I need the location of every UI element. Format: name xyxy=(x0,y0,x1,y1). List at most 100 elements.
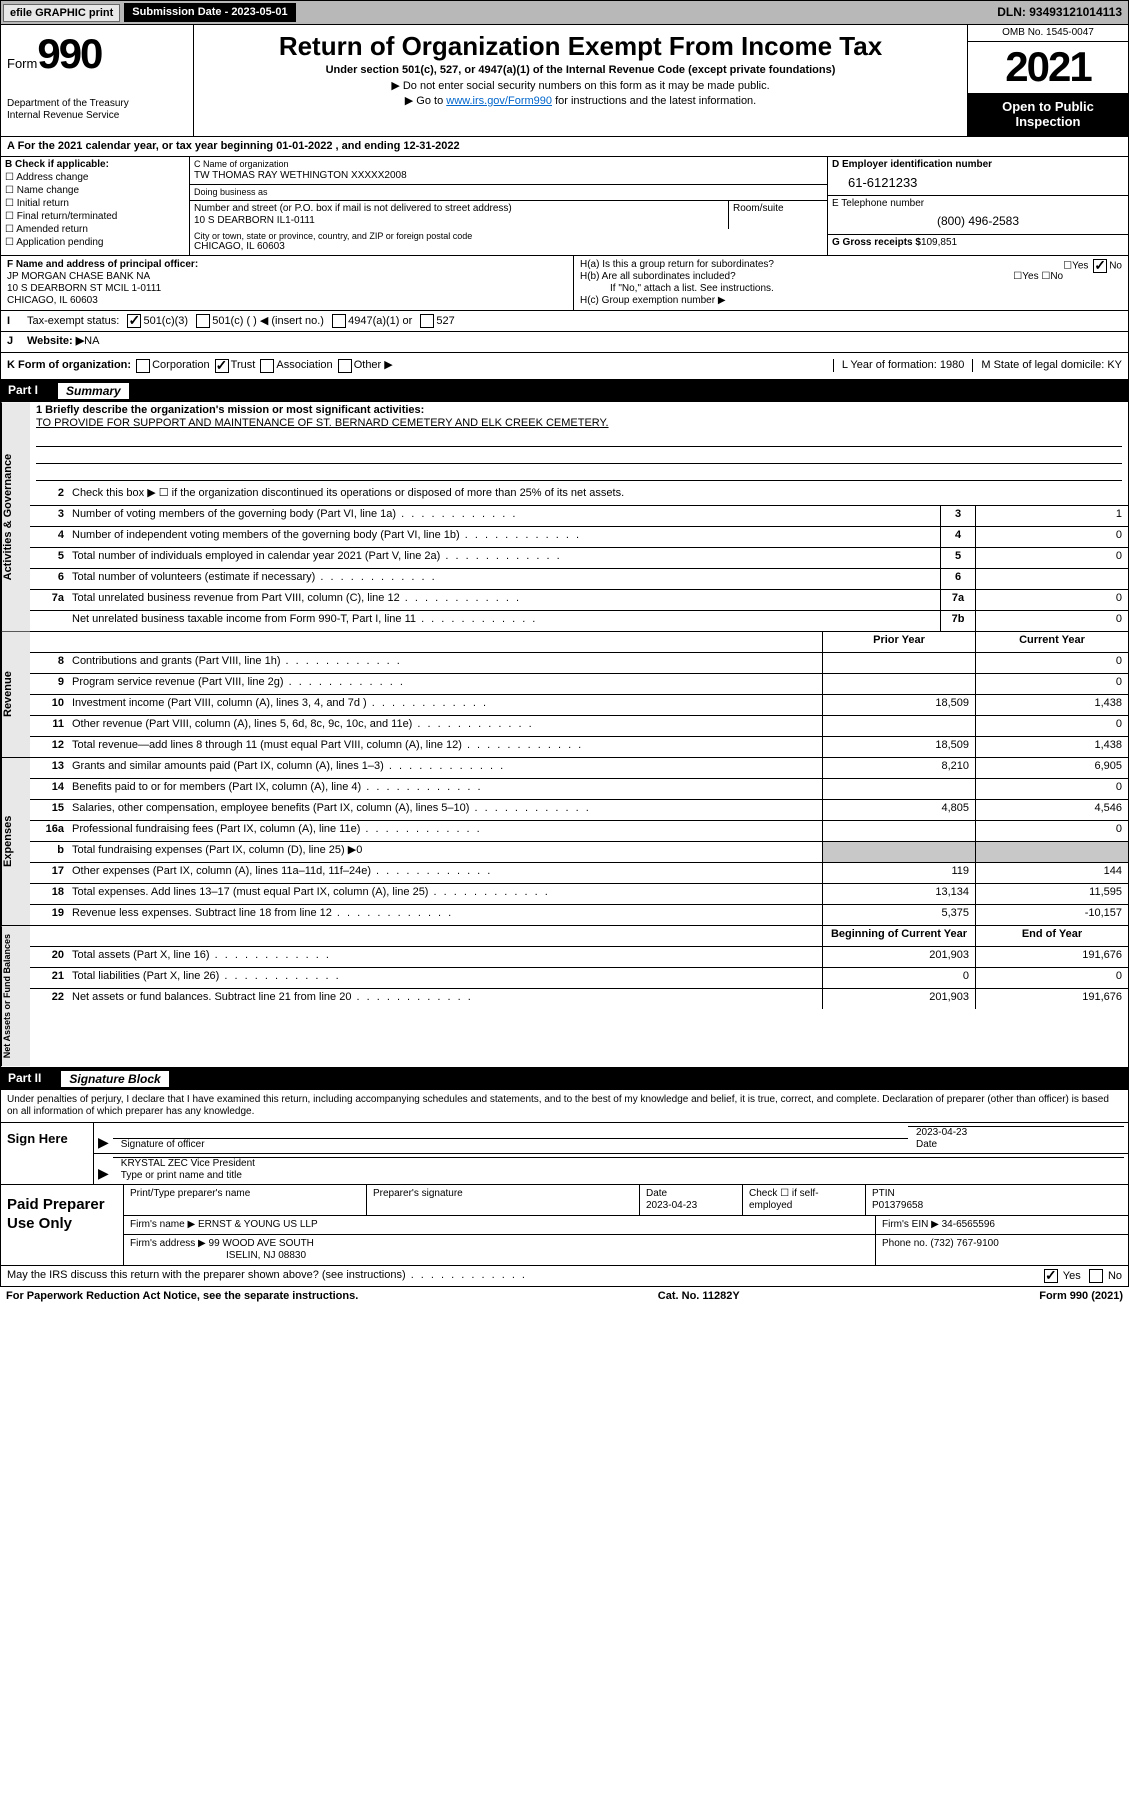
paid-preparer: Paid Preparer Use Only Print/Type prepar… xyxy=(0,1185,1129,1266)
hb-line: H(b) Are all subordinates included? ☐Yes… xyxy=(580,271,1122,283)
city-label: City or town, state or province, country… xyxy=(194,231,823,242)
gov-row: Net unrelated business taxable income fr… xyxy=(30,611,1128,631)
ck-4947[interactable] xyxy=(332,314,346,328)
form-990-page: efile GRAPHIC print Submission Date - 20… xyxy=(0,0,1129,1306)
tab-net: Net Assets or Fund Balances xyxy=(1,926,30,1066)
year-formation: L Year of formation: 1980 xyxy=(833,359,965,372)
footer: For Paperwork Reduction Act Notice, see … xyxy=(0,1287,1129,1306)
city: CHICAGO, IL 60603 xyxy=(194,241,823,253)
discuss-line: May the IRS discuss this return with the… xyxy=(0,1266,1129,1287)
part2-header: Part IISignature Block xyxy=(0,1068,1129,1090)
ck-other[interactable] xyxy=(338,359,352,373)
irs-link[interactable]: www.irs.gov/Form990 xyxy=(446,95,552,107)
phone-value: (800) 496-2583 xyxy=(832,210,1124,232)
firm-name: ERNST & YOUNG US LLP xyxy=(198,1219,318,1230)
prep-row2: Firm's name ▶ ERNST & YOUNG US LLP Firm'… xyxy=(124,1216,1128,1235)
dln: DLN: 93493121014113 xyxy=(997,5,1126,19)
rev-row: 9Program service revenue (Part VIII, lin… xyxy=(30,674,1128,695)
form-ref: Form 990 (2021) xyxy=(1039,1290,1123,1303)
rev-row: 11Other revenue (Part VIII, column (A), … xyxy=(30,716,1128,737)
ck-address-change[interactable]: ☐ Address change xyxy=(5,172,185,184)
arrow-icon: ▶ xyxy=(98,1165,109,1182)
gov-row: 5Total number of individuals employed in… xyxy=(30,548,1128,569)
gross-value: 109,851 xyxy=(921,237,957,248)
ck-501c3[interactable] xyxy=(127,314,141,328)
ck-final-return[interactable]: ☐ Final return/terminated xyxy=(5,211,185,223)
officer-name: KRYSTAL ZEC Vice President xyxy=(121,1158,1116,1170)
room-label: Room/suite xyxy=(733,203,823,215)
gov-row: 4Number of independent voting members of… xyxy=(30,527,1128,548)
officer-info: JP MORGAN CHASE BANK NA 10 S DEARBORN ST… xyxy=(7,271,567,307)
summary-expenses: Expenses 13Grants and similar amounts pa… xyxy=(0,758,1129,926)
ha-no-check[interactable] xyxy=(1093,259,1107,273)
form-title: Return of Organization Exempt From Incom… xyxy=(202,31,959,62)
firm-addr: 99 WOOD AVE SOUTH xyxy=(209,1238,314,1249)
firm-phone: (732) 767-9100 xyxy=(930,1238,998,1249)
net-row: 20Total assets (Part X, line 16)201,9031… xyxy=(30,947,1128,968)
ck-initial-return[interactable]: ☐ Initial return xyxy=(5,198,185,210)
arrow-icon: ▶ xyxy=(98,1134,109,1151)
gov-row: 2Check this box ▶ ☐ if the organization … xyxy=(30,485,1128,506)
line-j: JWebsite: ▶ NA xyxy=(0,332,1129,352)
section-bcd: B Check if applicable: ☐ Address change … xyxy=(0,157,1129,256)
gov-row: 7aTotal unrelated business revenue from … xyxy=(30,590,1128,611)
goto-note: ▶ Go to www.irs.gov/Form990 for instruct… xyxy=(202,95,959,108)
exp-row: 16aProfessional fundraising fees (Part I… xyxy=(30,821,1128,842)
section-c: C Name of organizationTW THOMAS RAY WETH… xyxy=(190,157,827,255)
ck-app-pending[interactable]: ☐ Application pending xyxy=(5,237,185,249)
discuss-yes[interactable] xyxy=(1044,1269,1058,1283)
section-b: B Check if applicable: ☐ Address change … xyxy=(1,157,190,255)
ein-value: 61-6121233 xyxy=(828,173,1128,195)
ck-assoc[interactable] xyxy=(260,359,274,373)
h-note: If "No," attach a list. See instructions… xyxy=(580,283,1122,295)
form-subtitle: Under section 501(c), 527, or 4947(a)(1)… xyxy=(202,64,959,77)
submission-date: Submission Date - 2023-05-01 xyxy=(124,3,295,22)
street-label: Number and street (or P.O. box if mail i… xyxy=(194,203,724,215)
exp-row: 17Other expenses (Part IX, column (A), l… xyxy=(30,863,1128,884)
exp-row: 14Benefits paid to or for members (Part … xyxy=(30,779,1128,800)
line-a-taxyear: A For the 2021 calendar year, or tax yea… xyxy=(0,137,1129,157)
ck-501c[interactable] xyxy=(196,314,210,328)
summary-net: Net Assets or Fund Balances Beginning of… xyxy=(0,926,1129,1067)
ck-amended[interactable]: ☐ Amended return xyxy=(5,224,185,236)
tab-governance: Activities & Governance xyxy=(1,402,30,631)
hc-line: H(c) Group exemption number ▶ xyxy=(580,295,1122,307)
rev-row: 10Investment income (Part VIII, column (… xyxy=(30,695,1128,716)
dba-label: Doing business as xyxy=(194,187,823,198)
cat-no: Cat. No. 11282Y xyxy=(658,1290,740,1303)
ck-trust[interactable] xyxy=(215,359,229,373)
prep-row1: Print/Type preparer's name Preparer's si… xyxy=(124,1185,1128,1216)
tab-revenue: Revenue xyxy=(1,632,30,757)
form-label: Form xyxy=(7,56,37,71)
ha-line: H(a) Is this a group return for subordin… xyxy=(580,259,1122,271)
c-name-label: C Name of organization xyxy=(194,159,823,170)
sign-date: 2023-04-23 xyxy=(916,1127,1116,1139)
website-value: NA xyxy=(84,335,99,348)
open-public: Open to Public Inspection xyxy=(968,93,1128,136)
summary-revenue: Revenue Prior YearCurrent Year 8Contribu… xyxy=(0,632,1129,758)
ssn-note: ▶ Do not enter social security numbers o… xyxy=(202,80,959,93)
exp-row: bTotal fundraising expenses (Part IX, co… xyxy=(30,842,1128,863)
efile-print-button[interactable]: efile GRAPHIC print xyxy=(3,4,120,22)
exp-row: 13Grants and similar amounts paid (Part … xyxy=(30,758,1128,779)
rev-row: 12Total revenue—add lines 8 through 11 (… xyxy=(30,737,1128,757)
declaration: Under penalties of perjury, I declare th… xyxy=(0,1090,1129,1123)
dept-treasury: Department of the Treasury Internal Reve… xyxy=(7,98,187,122)
ck-527[interactable] xyxy=(420,314,434,328)
net-row: 21Total liabilities (Part X, line 26)00 xyxy=(30,968,1128,989)
b-header: B Check if applicable: xyxy=(5,159,185,171)
ck-corp[interactable] xyxy=(136,359,150,373)
rev-row: 8Contributions and grants (Part VIII, li… xyxy=(30,653,1128,674)
org-name: TW THOMAS RAY WETHINGTON XXXXX2008 xyxy=(194,170,823,182)
line-klm: K Form of organization: Corporation Trus… xyxy=(0,353,1129,380)
prep-row3: Firm's address ▶ 99 WOOD AVE SOUTHISELIN… xyxy=(124,1235,1128,1265)
discuss-no[interactable] xyxy=(1089,1269,1103,1283)
ck-name-change[interactable]: ☐ Name change xyxy=(5,185,185,197)
tab-expenses: Expenses xyxy=(1,758,30,925)
ptin: P01379658 xyxy=(872,1200,923,1211)
form-header: Form990 Department of the Treasury Inter… xyxy=(0,25,1129,137)
line-i: ITax-exempt status: 501(c)(3) 501(c) ( )… xyxy=(0,311,1129,332)
tax-year: 2021 xyxy=(968,42,1128,92)
mission-text: TO PROVIDE FOR SUPPORT AND MAINTENANCE O… xyxy=(36,417,1122,430)
net-row: 22Net assets or fund balances. Subtract … xyxy=(30,989,1128,1009)
